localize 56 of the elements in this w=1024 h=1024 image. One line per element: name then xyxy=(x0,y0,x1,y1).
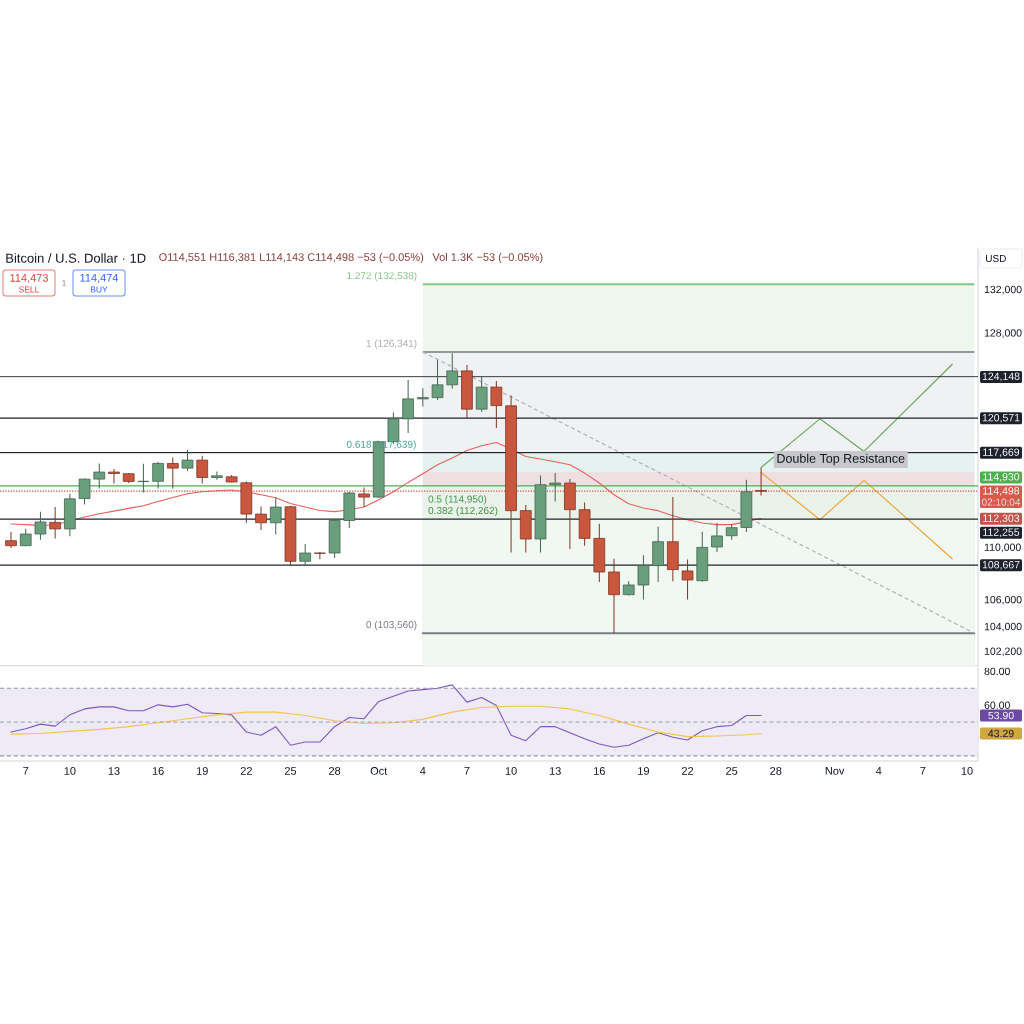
x-tick-label: 10 xyxy=(961,767,973,775)
y-tick-label: 60.00 xyxy=(984,701,1010,709)
annotation: Double Top Resistance xyxy=(777,453,905,466)
text: 112,303 xyxy=(983,514,1020,524)
ref-line-label: 108,667 xyxy=(982,560,1020,570)
x-tick-label: 16 xyxy=(152,767,164,775)
x-tick-label: 7 xyxy=(23,767,29,775)
annotation: 114,473 xyxy=(10,273,48,284)
annotation: 1 xyxy=(62,280,66,286)
x-tick-label: 4 xyxy=(420,767,426,775)
x-tick-label: 16 xyxy=(594,767,605,775)
annotation: 0.5 (114,950) xyxy=(428,495,487,505)
annotation: 114,474 xyxy=(80,274,119,283)
x-tick-label: 13 xyxy=(549,767,561,775)
ref-line-label: 124,148 xyxy=(982,372,1020,382)
x-tick-label: 28 xyxy=(770,767,782,775)
y-tick-label: 128,000 xyxy=(984,329,1022,338)
x-tick-label: 22 xyxy=(240,767,252,775)
annotation: BUY xyxy=(90,286,108,293)
x-tick-label: 25 xyxy=(726,767,738,775)
chart-title: Bitcoin / U.S. Dollar · 1D xyxy=(6,253,146,263)
x-tick-label: 10 xyxy=(64,767,76,775)
annotation: Vol 1.3K −53 (−0.05%) xyxy=(432,252,543,264)
y-tick-label: 80.00 xyxy=(984,667,1010,676)
annotation: 0 (103,560) xyxy=(366,620,417,631)
x-tick-label: 7 xyxy=(920,767,926,775)
annotation: 1.272 (132,538) xyxy=(347,271,417,282)
x-tick-label: 7 xyxy=(464,767,470,775)
x-tick-label: 28 xyxy=(329,767,341,775)
y-tick-label: 104,000 xyxy=(984,622,1022,632)
annotation: 0.382 (112,262) xyxy=(428,506,498,517)
y-tick-label: 102,200 xyxy=(984,647,1022,657)
x-tick-label: 10 xyxy=(505,767,517,775)
y-tick-label: 106,000 xyxy=(984,595,1022,605)
ref-line-label: 117,669 xyxy=(983,448,1020,458)
annotation: SELL xyxy=(18,286,40,293)
text: 02:10:04 xyxy=(981,498,1021,506)
ref-line-label: 112,255 xyxy=(983,528,1020,538)
y-tick-label: 110,000 xyxy=(984,543,1021,553)
ref-line-label: 114,498 xyxy=(983,487,1020,496)
annotation: 1 (126,341) xyxy=(366,339,417,349)
y-tick-label: 132,000 xyxy=(984,285,1022,295)
text: USD xyxy=(986,254,1006,263)
ref-line-label: 114,930 xyxy=(983,473,1020,482)
x-tick-label: 25 xyxy=(284,767,297,775)
x-tick-label: 4 xyxy=(875,767,882,775)
x-tick-label: 19 xyxy=(638,767,650,775)
x-tick-label: 22 xyxy=(681,767,694,775)
ref-line-label: 120,571 xyxy=(982,413,1020,423)
text: 43.29 xyxy=(988,729,1014,738)
x-tick-label: Nov xyxy=(825,767,845,775)
annotation: O114,551 H116,381 L114,143 C114,498 −53 (−0.05%) xyxy=(159,252,424,264)
x-tick-label: 19 xyxy=(196,767,208,775)
x-tick-label: Oct xyxy=(370,767,388,775)
text: 53.90 xyxy=(988,711,1014,720)
x-tick-label: 13 xyxy=(108,767,120,775)
